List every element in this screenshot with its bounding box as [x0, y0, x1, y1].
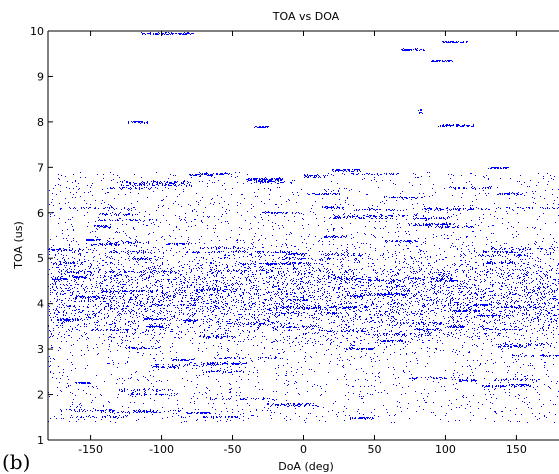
y-tick-label: 7: [37, 161, 44, 174]
y-tick-label: 2: [37, 389, 44, 402]
y-tick-label: 3: [37, 343, 44, 356]
x-tick-label: 150: [506, 443, 527, 456]
x-tick-label: -100: [149, 443, 174, 456]
x-tick-label: 100: [435, 443, 456, 456]
y-tick-label: 4: [37, 298, 44, 311]
y-axis-label: TOA (us): [12, 221, 25, 270]
x-tick-label: -150: [78, 443, 103, 456]
x-tick-label: 0: [300, 443, 307, 456]
chart-title: TOA vs DOA: [272, 10, 340, 23]
x-axis-label: DoA (deg): [278, 460, 334, 473]
panel-label: (b): [2, 450, 31, 474]
x-axis-ticks: -150 -100 -50 0 50 100 150: [78, 31, 527, 456]
y-tick-label: 5: [37, 252, 44, 265]
y-tick-label: 9: [37, 70, 44, 83]
plot-axes: [47, 30, 559, 441]
y-tick-label: 6: [37, 207, 44, 220]
y-axis-ticks: 1 2 3 4 5 6 7 8 9 10: [30, 25, 53, 447]
scatter-points-path: [48, 32, 559, 423]
x-tick-label: 50: [367, 443, 381, 456]
x-tick-label: -50: [224, 443, 242, 456]
y-tick-label: 8: [37, 116, 44, 129]
y-tick-label: 10: [30, 25, 44, 38]
scatter-points: [48, 32, 559, 423]
y-tick-label: 1: [37, 434, 44, 447]
